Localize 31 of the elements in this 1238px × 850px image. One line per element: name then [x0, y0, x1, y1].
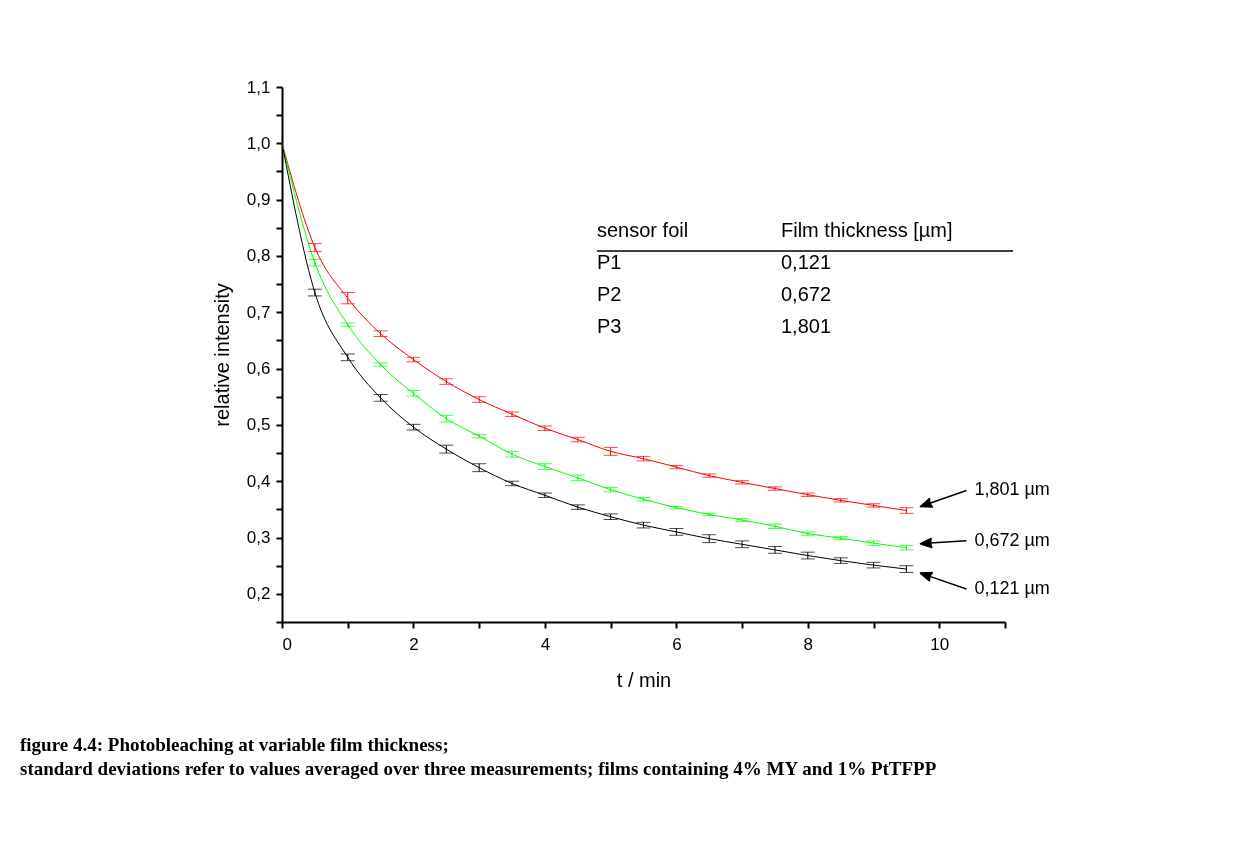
y-tick-label: 0,4	[246, 471, 271, 491]
annotation: 0,672	[781, 283, 832, 305]
y-tick-label: 1,1	[246, 77, 271, 97]
x-tick-label: 6	[672, 634, 682, 654]
y-tick-label: 1,0	[246, 133, 271, 153]
annotation: P1	[597, 251, 622, 273]
x-tick-label: 4	[540, 634, 551, 654]
annotation: P3	[597, 315, 622, 337]
y-tick-label: 0,9	[246, 190, 271, 210]
y-tick-label: 0,5	[246, 415, 271, 435]
y-tick-label: 0,3	[246, 528, 271, 548]
annotation: 1,801	[781, 315, 832, 337]
annotation: Film thickness [µm]	[781, 219, 953, 241]
y-axis-title: relative intensity	[210, 283, 233, 427]
y-tick-label: 0,2	[246, 584, 271, 604]
x-axis-title: t / min	[616, 668, 672, 691]
annotation: 0,121 µm	[974, 578, 1050, 599]
annotation: P2	[597, 283, 622, 305]
x-tick-label: 8	[803, 634, 814, 654]
x-tick-label: 2	[409, 634, 419, 654]
annotation: sensor foil	[597, 219, 689, 241]
annotation: 0,672 µm	[974, 529, 1050, 550]
text: standard deviations refer to values averaged over three measurements; films containing 4% MY and 1% PtTFPP	[20, 758, 937, 779]
y-tick-label: 0,7	[246, 302, 271, 322]
x-tick-label: 0	[282, 634, 292, 654]
text: figure 4.4: Photobleaching at variable film thickness;	[20, 734, 449, 755]
y-tick-label: 0,8	[246, 246, 271, 266]
annotation: 0,121	[781, 251, 832, 273]
x-tick-label: 10	[930, 634, 950, 654]
annotation: 1,801 µm	[974, 479, 1050, 500]
y-tick-label: 0,6	[246, 359, 271, 379]
